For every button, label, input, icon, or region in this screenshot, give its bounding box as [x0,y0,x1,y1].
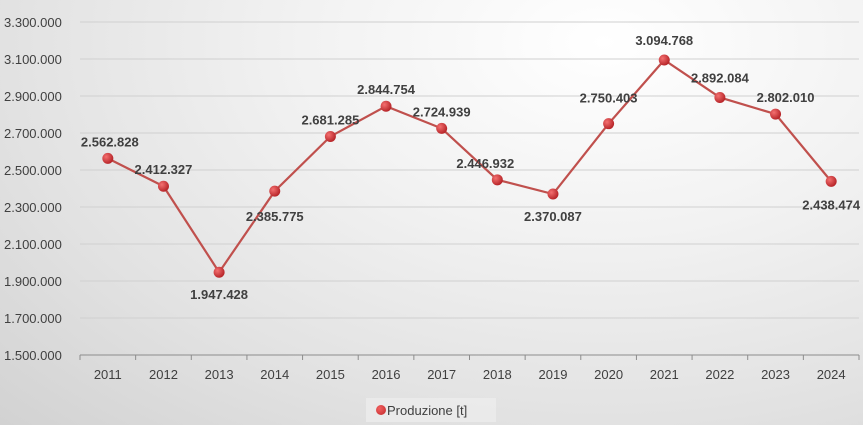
x-tick-label: 2014 [260,367,289,382]
x-tick-label: 2017 [427,367,456,382]
x-tick-label: 2011 [94,367,122,382]
y-tick-label: 3.100.000 [4,52,62,67]
y-tick-label: 2.700.000 [4,126,62,141]
data-point-marker [102,152,114,164]
x-tick-label: 2023 [761,367,790,382]
x-tick-label: 2024 [817,367,846,382]
y-tick-label: 3.300.000 [4,15,62,30]
data-label: 3.094.768 [635,33,693,48]
y-tick-label: 2.300.000 [4,200,62,215]
y-tick-label: 1.500.000 [4,348,62,363]
data-point-marker [658,54,670,66]
data-label: 2.562.828 [81,134,139,149]
y-tick-label: 2.500.000 [4,163,62,178]
x-tick-label: 2022 [705,367,734,382]
x-tick-label: 2019 [539,367,568,382]
series-line [107,58,833,275]
data-label: 2.724.939 [413,104,471,119]
x-tick-label: 2018 [483,367,512,382]
data-label: 2.844.754 [357,82,416,97]
data-point-marker [491,174,503,186]
data-point-marker [770,108,782,120]
data-point-marker [269,185,281,197]
x-tick-label: 2020 [594,367,623,382]
y-tick-label: 2.100.000 [4,237,62,252]
data-point-marker [547,188,559,200]
data-point-marker [603,118,615,130]
data-label: 2.802.010 [757,90,815,105]
y-tick-label: 1.900.000 [4,274,62,289]
data-point-marker [324,130,336,142]
data-label: 2.750.403 [580,91,638,106]
y-tick-label: 1.700.000 [4,311,62,326]
x-tick-label: 2015 [316,367,345,382]
data-label: 2.681.285 [301,112,359,127]
data-label: 2.438.474 [802,197,861,212]
data-label: 2.412.327 [135,162,193,177]
x-tick-label: 2013 [205,367,234,382]
data-label: 1.947.428 [190,287,248,302]
legend-label: Produzione [t] [387,402,468,418]
y-tick-label: 2.900.000 [4,89,62,104]
data-point-marker [714,91,726,103]
legend-marker-icon [371,405,391,415]
chart-legend: Produzione [t] [366,398,496,422]
data-label: 2.446.932 [456,156,514,171]
data-point-marker [825,175,837,187]
data-point-marker [436,122,448,134]
x-tick-label: 2021 [650,367,679,382]
data-point-marker [213,266,225,278]
data-label: 2.370.087 [524,209,582,224]
x-tick-label: 2012 [149,367,178,382]
data-label: 2.892.084 [691,70,750,85]
data-point-marker [157,180,169,192]
data-label: 2.385.775 [246,209,304,224]
x-tick-label: 2016 [372,367,401,382]
data-point-marker [380,100,392,112]
